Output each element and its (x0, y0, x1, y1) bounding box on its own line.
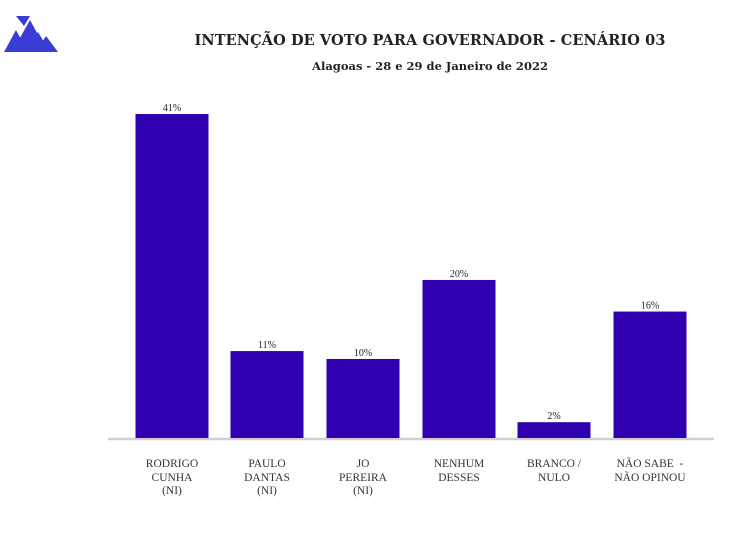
category-label-4: BRANCO / NULO (527, 458, 581, 484)
bar-5 (613, 311, 687, 438)
bar-4 (517, 422, 591, 438)
chart-title: INTENÇÃO DE VOTO PARA GOVERNADOR - CENÁR… (194, 32, 666, 49)
value-label-3: 20% (450, 269, 468, 280)
category-label-2: JO PEREIRA (NI) (339, 458, 387, 497)
chart-subtitle: Alagoas - 28 e 29 de Janeiro de 2022 (312, 59, 548, 73)
category-label-5: NÃO SABE - NÃO OPINOU (614, 458, 686, 484)
category-label-0: RODRIGO CUNHA (NI) (145, 458, 199, 497)
value-label-5: 16% (641, 301, 659, 312)
brand-logo (4, 16, 58, 52)
category-label-1: PAULO DANTAS (NI) (244, 458, 290, 497)
bar-1 (230, 351, 304, 438)
bar-2 (326, 358, 400, 438)
value-label-0: 41% (163, 103, 181, 114)
value-label-4: 2% (547, 411, 560, 422)
bar-0 (135, 114, 209, 438)
category-label-3: NENHUM DESSES (433, 458, 485, 484)
value-label-1: 11% (258, 340, 276, 351)
value-label-2: 10% (354, 348, 372, 359)
bar-3 (422, 279, 496, 438)
